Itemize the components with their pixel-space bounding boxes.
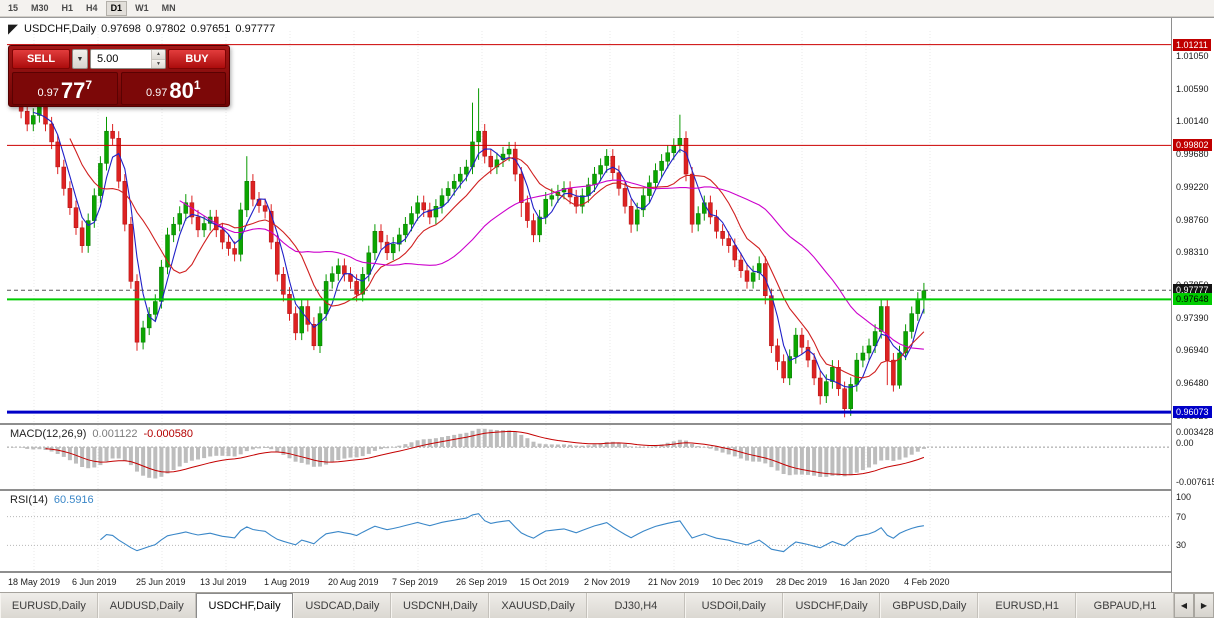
price-line-badge: 0.96073 xyxy=(1173,406,1212,418)
price-tick-label: 0.96940 xyxy=(1176,345,1209,355)
rsi-axis-label: 30 xyxy=(1176,540,1187,550)
chart-tab[interactable]: USDCHF,Daily xyxy=(782,593,881,618)
ma-line-4 xyxy=(33,111,925,388)
rsi-indicator-chart[interactable] xyxy=(7,491,1171,571)
grid-lines xyxy=(33,491,931,571)
chart-tab[interactable]: GBPUSD,Daily xyxy=(880,593,979,618)
date-label: 16 Jan 2020 xyxy=(840,577,890,587)
timeframe-button-W1[interactable]: W1 xyxy=(135,2,149,13)
chevron-down-icon: ▼ xyxy=(76,55,84,63)
timeframe-button-M30[interactable]: M30 xyxy=(31,2,49,13)
timeframe-button-H1[interactable]: H1 xyxy=(61,2,74,13)
date-label: 26 Sep 2019 xyxy=(456,577,508,587)
price-line-badge: 1.01211 xyxy=(1173,39,1211,51)
spinner-down-icon[interactable]: ▼ xyxy=(152,59,165,68)
chart-tab[interactable]: USDCNH,Daily xyxy=(391,593,490,618)
price-tick-label: 0.96480 xyxy=(1176,378,1209,388)
date-label: 28 Dec 2019 xyxy=(776,577,828,587)
panel-separator[interactable] xyxy=(0,571,1214,573)
rsi-axis-label: 70 xyxy=(1176,512,1187,522)
chart-tab[interactable]: XAUUSD,Daily xyxy=(489,593,587,618)
date-label: 7 Sep 2019 xyxy=(392,577,439,587)
chart-tab[interactable]: DJ30,H4 xyxy=(586,593,685,618)
price-tick-label: 1.01050 xyxy=(1176,51,1209,61)
tab-scroll-left-button[interactable]: ◀ xyxy=(1174,593,1194,618)
order-options-dropdown[interactable]: ▼ xyxy=(72,49,88,69)
price-axis[interactable]: 1.01050 1.00590 1.00140 0.99680 0.99220 0.987… xyxy=(1171,18,1214,593)
rsi-line xyxy=(100,513,924,553)
date-label: 4 Feb 2020 xyxy=(904,577,950,587)
buy-price-big: 80 xyxy=(169,78,194,103)
macd-axis-label: 0.00 xyxy=(1176,438,1194,448)
buy-button[interactable]: BUY xyxy=(168,49,226,69)
chart-tab[interactable]: USDCHF,Daily xyxy=(195,593,294,618)
chart-tab[interactable]: USDOil,Daily xyxy=(684,593,783,618)
sell-price-big: 77 xyxy=(60,78,86,103)
macd-signal-line xyxy=(45,430,925,476)
price-tick-label: 0.97390 xyxy=(1176,313,1209,323)
chart-tab[interactable]: EURUSD,H1 xyxy=(978,593,1077,618)
panel-separator[interactable] xyxy=(0,489,1214,491)
chart-tabs: EURUSD,Daily AUDUSD,Daily USDCHF,Daily USDC… xyxy=(0,593,1174,618)
candlestick-series xyxy=(12,81,927,418)
one-click-panel-toggle-icon[interactable]: ◤ xyxy=(8,21,18,36)
buy-price-prefix: 0.97 xyxy=(145,87,168,99)
date-label: 13 Jul 2019 xyxy=(200,577,247,587)
buy-price-display[interactable]: 0.97 80 1 xyxy=(120,72,226,105)
timeframe-button-MN[interactable]: MN xyxy=(161,2,176,13)
panel-separator[interactable] xyxy=(0,423,1214,425)
macd-axis-label: -0.007615 xyxy=(1176,477,1214,487)
chart-tab[interactable]: USDCAD,Daily xyxy=(293,593,392,618)
macd-indicator-chart[interactable] xyxy=(7,425,1171,489)
volume-input[interactable] xyxy=(91,50,151,68)
rsi-axis-label: 100 xyxy=(1176,492,1192,502)
tab-scroll-right-button[interactable]: ▶ xyxy=(1194,593,1214,618)
sell-price-display[interactable]: 0.97 77 7 xyxy=(12,72,118,105)
date-label: 21 Nov 2019 xyxy=(648,577,700,587)
price-line-badge: 0.97648 xyxy=(1173,293,1212,305)
tab-scroll-arrows: ◀ ▶ xyxy=(1174,593,1214,618)
one-click-trading-panel: SELL ▼ ▲ ▼ BUY 0.97 77 7 xyxy=(8,45,230,107)
main-price-chart[interactable] xyxy=(7,31,1171,423)
date-label: 2 Nov 2019 xyxy=(584,577,631,587)
date-label: 25 Jun 2019 xyxy=(136,577,186,587)
buy-price-sup: 1 xyxy=(193,78,201,92)
chart-window[interactable]: 1.01050 1.00590 1.00140 0.99680 0.99220 0.987… xyxy=(0,17,1214,593)
date-axis[interactable]: 18 May 2019 6 Jun 2019 25 Jun 2019 13 Jul 2… xyxy=(7,573,1171,593)
date-label: 20 Aug 2019 xyxy=(328,577,379,587)
ma-line-28 xyxy=(179,179,924,350)
ma-line-10 xyxy=(69,138,925,379)
date-label: 15 Oct 2019 xyxy=(520,577,570,587)
timeframe-button-15[interactable]: 15 xyxy=(8,2,19,13)
arrow-right-icon: ▶ xyxy=(1200,601,1208,610)
chart-tab-bar: EURUSD,Daily AUDUSD,Daily USDCHF,Daily USDC… xyxy=(0,592,1214,618)
price-tick-label: 1.00590 xyxy=(1176,84,1209,94)
arrow-left-icon: ◀ xyxy=(1180,601,1188,610)
macd-axis-label: 0.003428 xyxy=(1176,427,1214,437)
grid-lines xyxy=(33,31,931,423)
date-label: 1 Aug 2019 xyxy=(264,577,310,587)
sell-button[interactable]: SELL xyxy=(12,49,70,69)
price-tick-label: 0.99220 xyxy=(1176,182,1209,192)
sell-price-sup: 7 xyxy=(85,78,93,92)
price-tick-label: 0.98310 xyxy=(1176,247,1209,257)
spinner-up-icon[interactable]: ▲ xyxy=(152,50,165,60)
chart-tab[interactable]: GBPAUD,H1 xyxy=(1076,593,1174,618)
timeframe-toolbar: 15 M30 H1 H4 D1 W1 MN xyxy=(0,0,1214,17)
price-tick-label: 1.00140 xyxy=(1176,116,1209,126)
chart-tab[interactable]: EURUSD,Daily xyxy=(0,593,98,618)
volume-spinner: ▲ ▼ xyxy=(151,50,165,68)
date-label: 6 Jun 2019 xyxy=(72,577,117,587)
price-line-badge: 0.99802 xyxy=(1173,139,1212,151)
chart-tab[interactable]: AUDUSD,Daily xyxy=(97,593,196,618)
timeframe-button-D1[interactable]: D1 xyxy=(105,0,128,16)
sell-price-prefix: 0.97 xyxy=(37,87,59,99)
timeframe-button-H4[interactable]: H4 xyxy=(86,2,98,13)
price-tick-label: 0.99680 xyxy=(1176,149,1209,159)
price-tick-label: 0.98760 xyxy=(1176,215,1209,225)
date-label: 18 May 2019 xyxy=(8,577,61,587)
date-label: 10 Dec 2019 xyxy=(712,577,764,587)
